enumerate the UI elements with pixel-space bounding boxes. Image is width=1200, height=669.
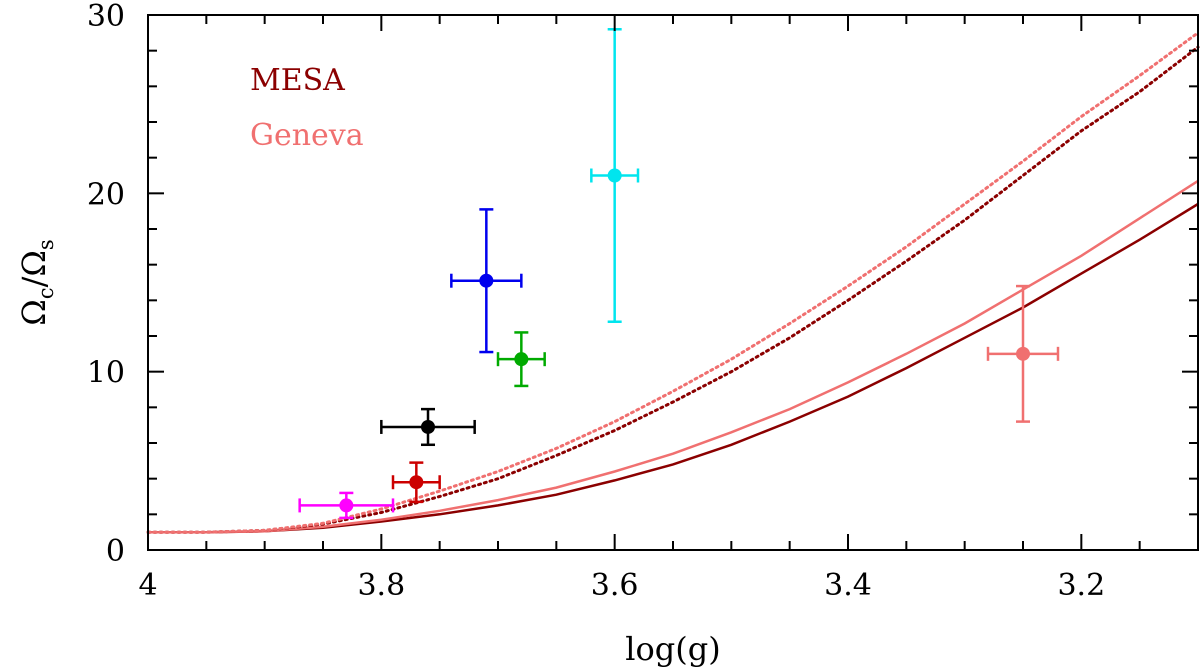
y-axis-label: Ωc/Ωs [15,239,58,325]
y-tick-label: 10 [87,356,125,391]
legend-entry-mesa: MESA [250,63,345,98]
data-point-6 [986,284,1060,423]
x-tick-label: 3.2 [1057,568,1105,603]
data-point-5 [590,28,640,323]
data-point-1 [391,461,441,504]
x-tick-label: 3.8 [357,568,405,603]
point-marker [479,273,494,288]
curve-mesa [148,202,1199,534]
curve-geneva-dotted [146,31,1200,534]
tick-labels: 4 3.8 3.6 3.4 3.2 0 10 20 30 [87,0,1105,603]
point-marker [607,168,622,183]
x-tick-label: 3.6 [591,568,639,603]
y-tick-label: 0 [106,534,125,569]
point-marker [514,352,529,367]
legend-entry-geneva: Geneva [250,118,364,153]
curves [146,31,1200,534]
data-point-2 [380,407,476,447]
x-tick-label: 4 [138,568,157,603]
legend: MESA Geneva [250,63,364,153]
y-tick-label: 20 [87,177,125,212]
x-tick-label: 3.4 [824,568,872,603]
x-axis-label: log(g) [625,630,720,668]
curve-geneva [148,179,1199,534]
point-marker [339,498,354,513]
axis-ticks [147,14,1199,551]
data-point-0 [298,491,395,520]
point-marker [409,475,424,490]
data-point-4 [496,331,546,388]
y-tick-label: 30 [87,0,125,34]
data-point-3 [450,208,523,354]
data-points [298,28,1060,520]
point-marker [1016,346,1030,361]
svg-text:Ωc/Ωs: Ωc/Ωs [15,239,58,325]
point-marker [421,419,435,434]
